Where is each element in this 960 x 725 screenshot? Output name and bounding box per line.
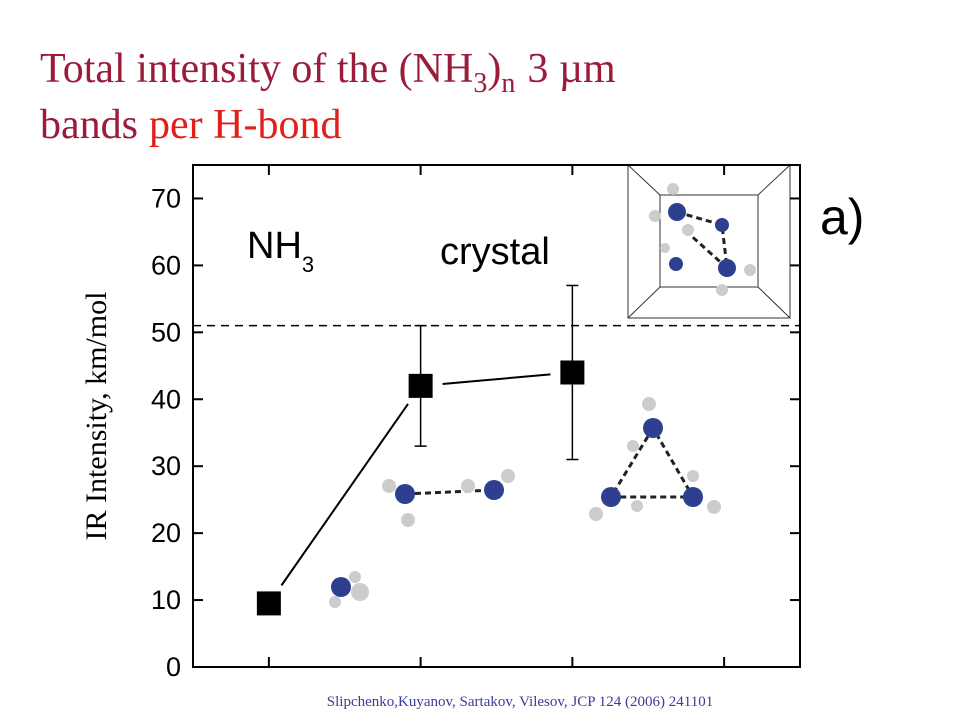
annotation: a) xyxy=(820,189,864,245)
marker xyxy=(560,360,585,385)
inset xyxy=(627,164,791,319)
marker xyxy=(408,373,433,398)
marker xyxy=(256,591,281,616)
annotation: NH3 xyxy=(247,225,314,277)
y-tick-label: 60 xyxy=(151,250,181,280)
y-tick-label: 20 xyxy=(151,518,181,548)
annotation: crystal xyxy=(440,231,550,273)
title-part: bands xyxy=(40,102,138,148)
y-tick-label: 10 xyxy=(151,585,181,615)
molecules xyxy=(404,210,729,499)
title-part: Total intensity of the (NH xyxy=(40,46,473,92)
y-tick-label: 40 xyxy=(151,384,181,414)
title-part: 3 xyxy=(473,68,487,99)
y-tick-label: 70 xyxy=(151,183,181,213)
connector xyxy=(442,373,551,385)
title-part: n xyxy=(501,68,515,99)
title-line-1: Total intensity of the (NH3)n 3 µm xyxy=(40,46,616,99)
plot-frame xyxy=(192,164,801,668)
connector xyxy=(280,403,409,586)
title-part: per H-bond xyxy=(149,102,341,148)
y-tick-label: 50 xyxy=(151,317,181,347)
atoms xyxy=(329,183,756,608)
y-tick-label: 0 xyxy=(166,652,181,682)
title-line-2: bands per H-bond xyxy=(40,102,341,148)
y-axis-label: IR Intensity, km/mol xyxy=(80,292,113,541)
y-tick-label: 30 xyxy=(151,451,181,481)
annotation-part: NH xyxy=(247,225,302,267)
annotation-part: 3 xyxy=(302,252,314,277)
source: Slipchenko,Kuyanov, Sartakov, Vilesov, J… xyxy=(327,694,713,710)
title-part: ) xyxy=(487,46,501,92)
title-part: 3 µm xyxy=(527,46,616,92)
